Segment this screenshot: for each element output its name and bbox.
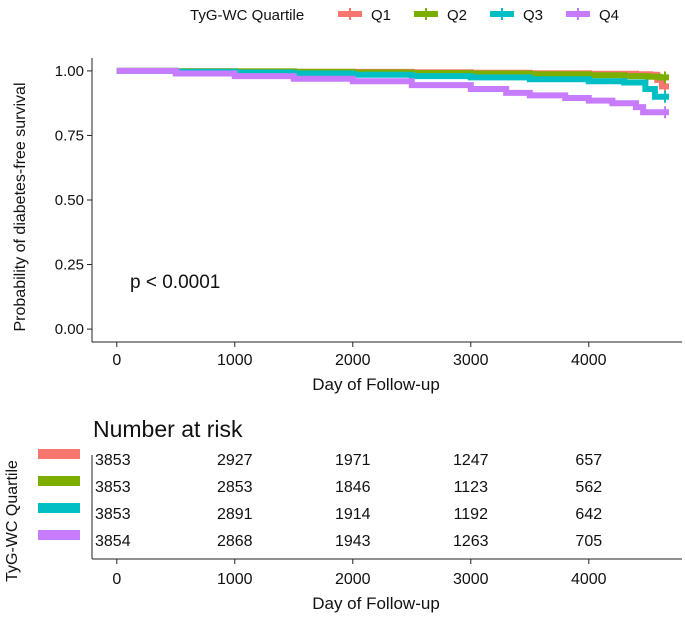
- risk-x-tick-label: 1000: [217, 571, 253, 588]
- x-tick-label: 2000: [335, 352, 371, 369]
- y-tick-label: 0.25: [55, 257, 84, 274]
- legend-item-q3: Q3: [490, 7, 543, 24]
- x-ticks: 0 1000 2000 3000 4000: [112, 342, 607, 369]
- risk-count: 1943: [335, 533, 371, 550]
- legend: TyG-WC Quartile Q1 Q2 Q3 Q4: [190, 7, 619, 24]
- y-axis-label: Probability of diabetes-free survival: [12, 82, 29, 331]
- risk-count: 2853: [217, 479, 253, 496]
- risk-table-x-label: Day of Follow-up: [312, 594, 440, 613]
- risk-x-tick-label: 3000: [453, 571, 489, 588]
- risk-count: 3853: [95, 452, 131, 469]
- x-tick-label: 1000: [217, 352, 253, 369]
- x-tick-label: 0: [112, 352, 121, 369]
- risk-row-color-key: [38, 503, 80, 513]
- risk-row-color-key: [38, 476, 80, 486]
- risk-table-x-ticks: 0 1000 2000 3000 4000: [112, 559, 607, 588]
- legend-item-q1: Q1: [338, 7, 391, 24]
- risk-count: 657: [575, 452, 602, 469]
- risk-count: 1263: [453, 533, 489, 550]
- risk-x-tick-label: 4000: [571, 571, 607, 588]
- legend-label: Q3: [523, 7, 543, 24]
- p-value-annotation: p < 0.0001: [130, 272, 220, 293]
- risk-row-q4: 3854 2868 1943 1263 705: [38, 530, 602, 550]
- risk-table-y-label: TyG-WC Quartile: [4, 460, 21, 582]
- risk-count: 1123: [454, 479, 489, 496]
- risk-row-color-key: [38, 530, 80, 540]
- y-tick-label: 0.50: [55, 192, 84, 209]
- y-tick-label: 1.00: [55, 63, 84, 80]
- risk-count: 3853: [95, 479, 131, 496]
- risk-count: 2927: [217, 452, 253, 469]
- plot-panel: 0.00 0.25 0.50 0.75 1.00 0 1000 2000 3000 4000 p…: [12, 58, 682, 394]
- risk-count: 3853: [95, 506, 131, 523]
- risk-x-tick-label: 2000: [335, 571, 371, 588]
- risk-row-q2: 3853 2853 1846 1123 562: [38, 476, 602, 496]
- risk-row-q1: 3853 2927 1971 1247 657: [38, 449, 602, 469]
- legend-label: Q1: [371, 7, 391, 24]
- y-ticks: 0.00 0.25 0.50 0.75 1.00: [55, 63, 92, 338]
- risk-count: 1914: [335, 506, 371, 523]
- legend-item-q2: Q2: [414, 7, 467, 24]
- risk-count: 705: [575, 533, 602, 550]
- x-tick-label: 3000: [453, 352, 489, 369]
- legend-label: Q4: [599, 7, 619, 24]
- y-tick-label: 0.00: [55, 321, 84, 338]
- risk-count: 562: [575, 479, 602, 496]
- risk-count: 1846: [335, 479, 371, 496]
- risk-row-color-key: [38, 449, 80, 459]
- survival-curve-q4: [116, 67, 669, 116]
- risk-table-title: Number at risk: [93, 416, 243, 442]
- y-tick-label: 0.75: [55, 127, 84, 144]
- x-tick-label: 4000: [571, 352, 607, 369]
- risk-count: 2868: [217, 533, 253, 550]
- survival-curves: [116, 67, 669, 119]
- legend-item-q4: Q4: [566, 7, 619, 24]
- risk-count: 3854: [95, 533, 131, 550]
- risk-count: 1247: [453, 452, 489, 469]
- risk-table: Number at risk TyG-WC Quartile 3853 2927 1…: [4, 416, 682, 613]
- risk-count: 642: [575, 506, 602, 523]
- risk-count: 1192: [454, 506, 489, 523]
- risk-count: 1971: [335, 452, 371, 469]
- risk-row-q3: 3853 2891 1914 1192 642: [38, 503, 602, 523]
- risk-x-tick-label: 0: [112, 571, 121, 588]
- risk-count: 2891: [217, 506, 253, 523]
- legend-title: TyG-WC Quartile: [190, 7, 304, 24]
- legend-label: Q2: [447, 7, 467, 24]
- x-axis-label: Day of Follow-up: [312, 375, 440, 394]
